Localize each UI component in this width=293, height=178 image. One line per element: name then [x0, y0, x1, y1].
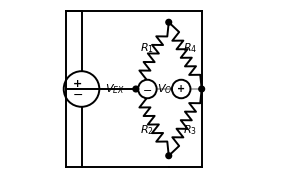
- Text: −: −: [143, 86, 152, 96]
- Circle shape: [138, 80, 157, 98]
- Text: $R_2$: $R_2$: [140, 123, 154, 137]
- Text: $R_1$: $R_1$: [140, 41, 154, 55]
- Circle shape: [166, 19, 172, 25]
- Text: $V_O$: $V_O$: [156, 82, 172, 96]
- Text: $R_4$: $R_4$: [183, 41, 197, 55]
- Text: $R_3$: $R_3$: [183, 123, 197, 137]
- Circle shape: [172, 80, 190, 98]
- Text: +: +: [73, 79, 83, 89]
- Text: +: +: [177, 84, 185, 94]
- Circle shape: [199, 86, 205, 92]
- Text: $V_{EX}$: $V_{EX}$: [105, 82, 125, 96]
- Circle shape: [166, 153, 172, 159]
- Circle shape: [133, 86, 139, 92]
- Text: −: −: [73, 89, 83, 102]
